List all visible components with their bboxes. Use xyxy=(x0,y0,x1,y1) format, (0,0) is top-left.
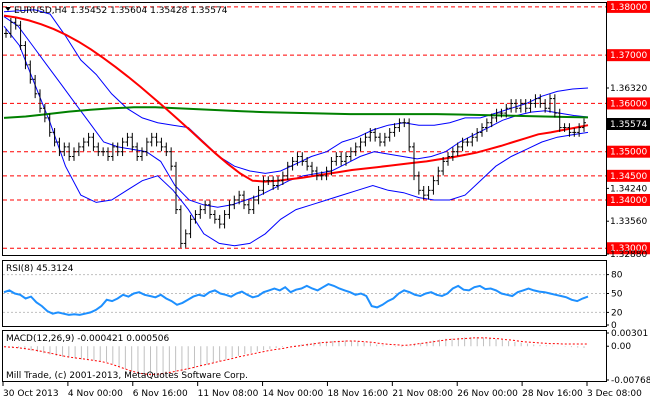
rsi-line xyxy=(3,283,589,316)
last-price-tag xyxy=(607,117,650,130)
bollinger-lower-line xyxy=(3,25,589,247)
level-price-label: 1.34500 xyxy=(610,172,647,182)
level-price-label: 1.37000 xyxy=(610,51,647,61)
time-tick-label: 11 Nov 08:00 xyxy=(198,389,259,399)
price-axis: 1.38000 1.37000 1.36320 1.36000 1.35574 1.350… xyxy=(606,0,650,260)
time-tick-label: 28 Nov 16:00 xyxy=(522,389,583,399)
rsi-tick-label: 20 xyxy=(611,308,623,318)
price-tick-label: 1.36320 xyxy=(610,84,647,94)
level-price-label: 1.35000 xyxy=(610,148,647,158)
last-price-label: 1.35574 xyxy=(610,120,647,130)
rsi-series xyxy=(3,274,606,316)
macd-tick-label: -0.00768 xyxy=(611,376,650,386)
level-price-tag xyxy=(607,145,650,158)
time-tick-label: 18 Nov 16:00 xyxy=(327,389,388,399)
level-price-tag xyxy=(607,169,650,182)
rsi-tick-label: 50 xyxy=(611,290,623,300)
copyright-text: Mill Trade, (c) 2001-2013, MetaQuotes So… xyxy=(6,371,248,381)
level-price-tag xyxy=(607,97,650,110)
macd-title: MACD(12,26,9) -0.000421 0.000506 xyxy=(6,334,169,344)
price-tick-label: 1.33560 xyxy=(610,217,647,227)
time-tick-label: 3 Dec 08:00 xyxy=(587,389,642,399)
macd-tick-label: 0.00301 xyxy=(611,329,648,339)
level-price-tag xyxy=(607,193,650,206)
slow-ma-line xyxy=(3,106,589,119)
rsi-axis: 80 50 20 0 xyxy=(606,271,623,331)
level-price-tag xyxy=(607,49,650,62)
time-tick-label: 21 Nov 08:00 xyxy=(392,389,453,399)
price-panel xyxy=(2,2,607,256)
time-tick-label: 26 Nov 00:00 xyxy=(457,389,518,399)
fast-ma-line xyxy=(3,14,589,183)
dropdown-triangle-icon xyxy=(5,7,11,11)
chart-title: EURUSD,H4 1.35452 1.35604 1.35428 1.3557… xyxy=(14,6,228,16)
price-bars xyxy=(4,17,586,248)
time-tick-label: 30 Oct 2013 xyxy=(3,389,59,399)
price-tick-label: 1.32880 xyxy=(610,250,647,260)
time-tick-label: 6 Nov 16:00 xyxy=(133,389,188,399)
time-tick-label: 4 Nov 00:00 xyxy=(68,389,123,399)
macd-tick-label: 0.00 xyxy=(611,342,631,352)
level-price-tag xyxy=(607,242,650,255)
rsi-tick-label: 80 xyxy=(611,271,623,281)
level-price-tag xyxy=(607,0,650,13)
price-tick-label: 1.34240 xyxy=(610,184,647,194)
time-axis: 30 Oct 2013 4 Nov 00:00 6 Nov 16:00 11 Nov … xyxy=(2,382,642,399)
macd-axis: 0.00301 0.00 -0.00768 xyxy=(606,329,650,386)
time-tick-label: 14 Nov 00:00 xyxy=(263,389,324,399)
level-price-label: 1.33000 xyxy=(610,244,647,254)
rsi-title: RSI(8) 45.3124 xyxy=(6,264,74,274)
macd-series xyxy=(3,337,588,377)
rsi-tick-label: 0 xyxy=(611,321,617,331)
macd-signal-line xyxy=(3,337,588,375)
level-price-label: 1.36000 xyxy=(610,99,647,109)
level-price-label: 1.38000 xyxy=(610,3,647,13)
moving-averages xyxy=(3,14,589,183)
level-price-label: 1.34000 xyxy=(610,196,647,206)
macd-panel xyxy=(2,330,607,382)
